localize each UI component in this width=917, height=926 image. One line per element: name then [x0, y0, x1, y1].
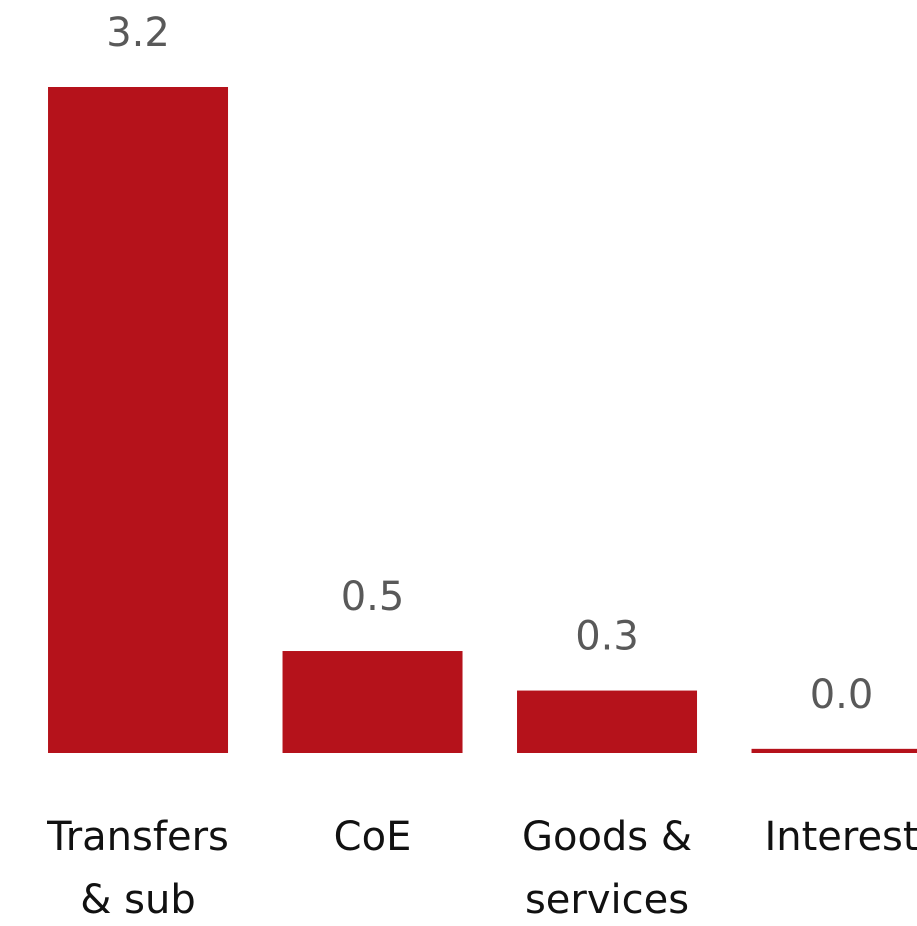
- bar: [751, 748, 917, 753]
- value-label: 0.5: [341, 574, 405, 620]
- x-tick-label: Goods & services: [521, 814, 693, 923]
- value-label: 0.3: [575, 614, 639, 660]
- value-label: 3.2: [106, 10, 170, 56]
- x-tick-label: CoE: [333, 814, 412, 860]
- value-label: 0.0: [810, 672, 874, 718]
- x-tick-label: Transfers & sub: [47, 814, 229, 923]
- bar: [48, 87, 229, 753]
- bar: [282, 651, 463, 753]
- x-tick-label: Interest: [764, 814, 917, 860]
- bar: [517, 690, 698, 753]
